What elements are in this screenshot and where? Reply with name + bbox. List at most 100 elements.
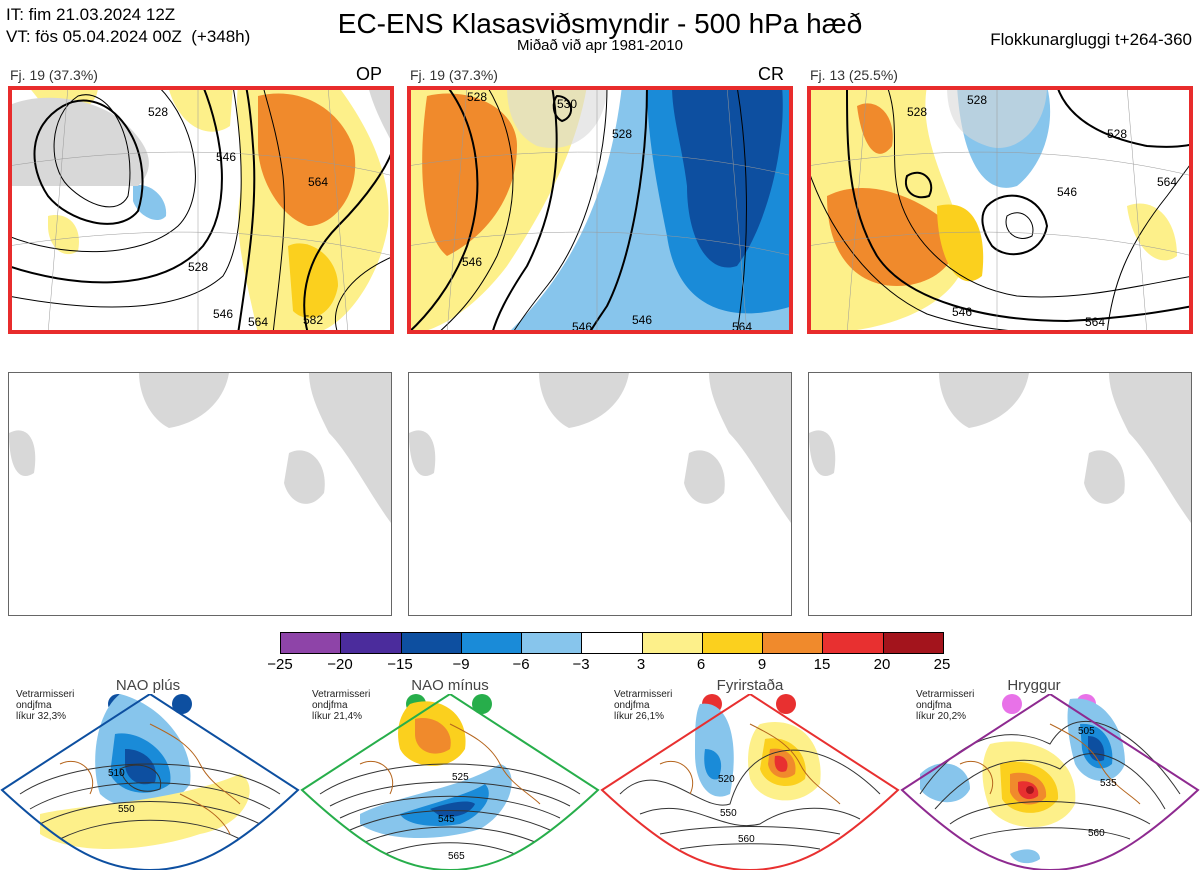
landmass xyxy=(309,373,391,523)
colorbar-swatch xyxy=(521,633,582,653)
regime-nao-plus[interactable]: NAO plús Vetrarmisseri ondjfma líkur 32,3%… xyxy=(0,676,300,871)
svg-text:550: 550 xyxy=(118,804,135,815)
contour-label: 546 xyxy=(952,305,972,319)
regime-probability-note: Vetrarmisseri ondjfma líkur 20,2% xyxy=(916,689,975,722)
regime-probability-note: Vetrarmisseri ondjfma líkur 21,4% xyxy=(312,689,371,722)
contour-label: 530 xyxy=(557,97,577,111)
regime-marker-dot xyxy=(776,694,796,714)
contour-label: 546 xyxy=(213,307,233,321)
contour-label: 528 xyxy=(907,105,927,119)
contour-label: 546 xyxy=(462,255,482,269)
svg-text:505: 505 xyxy=(1078,726,1095,737)
svg-text:550: 550 xyxy=(720,808,737,819)
svg-text:520: 520 xyxy=(718,774,735,785)
classification-window-label: Flokkunargluggi t+264-360 xyxy=(990,30,1192,49)
regime-marker-dot xyxy=(1002,694,1022,714)
regime-title: Fyrirstaða xyxy=(716,677,784,694)
svg-text:535: 535 xyxy=(1100,778,1117,789)
regime-blocking[interactable]: Fyrirstaða Vetrarmisseri ondjfma líkur 26,… xyxy=(600,676,900,871)
landmass xyxy=(709,373,791,523)
colorbar-tick: −15 xyxy=(387,656,413,673)
landmass xyxy=(939,373,1029,428)
colorbar-tick: −6 xyxy=(512,656,530,673)
landmass xyxy=(409,430,436,477)
colorbar-tick: 15 xyxy=(813,656,831,673)
contour-label: 564 xyxy=(1085,315,1105,329)
landmass xyxy=(539,373,629,428)
page-title: EC-ENS Klasasviðsmyndir - 500 hPa hæð xyxy=(337,8,863,39)
colorbar-swatch xyxy=(340,633,401,653)
contour-label: 528 xyxy=(148,105,168,119)
empty-map-1[interactable] xyxy=(8,372,392,616)
contour-label: 528 xyxy=(612,127,632,141)
regime-marker-dot xyxy=(172,694,192,714)
regime-probability-note: Vetrarmisseri ondjfma líkur 32,3% xyxy=(16,689,75,722)
contour-label: 528 xyxy=(1107,127,1127,141)
svg-text:510: 510 xyxy=(108,768,125,779)
colorbar xyxy=(280,632,944,654)
panel-1-tag: OP xyxy=(356,64,383,84)
anomaly-region xyxy=(422,93,517,256)
colorbar-tick: −9 xyxy=(452,656,470,673)
panel-1-label: Fj. 19 (37.3%) xyxy=(10,67,98,83)
regime-title: NAO plús xyxy=(115,677,181,694)
empty-map-2[interactable] xyxy=(408,372,792,616)
contour-label: 582 xyxy=(303,313,323,327)
init-time-label: IT: fim 21.03.2024 12Z VT: fös 05.04.2024… xyxy=(6,5,251,46)
anomaly-region xyxy=(672,86,783,268)
contour-label: 546 xyxy=(1057,185,1077,199)
contour-label: 528 xyxy=(188,260,208,274)
colorbar-swatch xyxy=(281,633,341,653)
panel-3-label: Fj. 13 (25.5%) xyxy=(810,67,898,83)
contour-label: 564 xyxy=(308,175,328,189)
landmass xyxy=(368,86,394,146)
regime-probability-note: Vetrarmisseri ondjfma líkur 26,1% xyxy=(614,689,673,722)
colorbar-tick: 3 xyxy=(636,656,646,673)
colorbar-swatch xyxy=(400,633,461,653)
cluster-map-1[interactable]: 528 546 564 528 546 564 582 xyxy=(8,86,394,334)
svg-text:565: 565 xyxy=(448,851,465,862)
colorbar-swatch xyxy=(460,633,522,653)
colorbar-swatch xyxy=(701,633,763,653)
colorbar-tick: 9 xyxy=(757,656,767,673)
regime-ridge[interactable]: Hryggur Vetrarmisseri ondjfma líkur 20,2% … xyxy=(900,676,1200,871)
anomaly-region xyxy=(168,86,233,132)
svg-text:560: 560 xyxy=(738,834,755,845)
landmass xyxy=(284,450,325,504)
colorbar-tick: 6 xyxy=(696,656,706,673)
contour-label: 564 xyxy=(1157,175,1177,189)
empty-map-3[interactable] xyxy=(808,372,1192,616)
landmass xyxy=(8,97,149,186)
landmass xyxy=(139,373,229,428)
colorbar-tick: 20 xyxy=(873,656,891,673)
contour-label: 528 xyxy=(967,93,987,107)
colorbar-tick: −25 xyxy=(267,656,293,673)
colorbar-tick: −20 xyxy=(327,656,353,673)
panel-2-label: Fj. 19 (37.3%) xyxy=(410,67,498,83)
colorbar-swatch xyxy=(822,633,883,653)
landmass xyxy=(1084,450,1125,504)
contour-label: 564 xyxy=(248,315,268,329)
svg-text:560: 560 xyxy=(1088,828,1105,839)
colorbar-tick: −3 xyxy=(572,656,590,673)
cluster-map-3[interactable]: 528 528 528 546 546 564 564 xyxy=(807,86,1193,334)
colorbar-swatch xyxy=(882,633,943,653)
svg-text:525: 525 xyxy=(452,772,469,783)
colorbar-swatch xyxy=(762,633,823,653)
anomaly-region xyxy=(48,215,79,255)
landmass xyxy=(684,450,725,504)
landmass xyxy=(809,430,836,477)
anomaly-region xyxy=(937,204,984,282)
landmass xyxy=(1109,373,1191,523)
cluster-map-2[interactable]: 528 530 528 546 546 546 564 xyxy=(407,86,793,334)
colorbar-swatch xyxy=(641,633,702,653)
anomaly-region xyxy=(857,103,893,154)
contour-label: 528 xyxy=(467,90,487,104)
anomaly-region xyxy=(1127,203,1177,261)
svg-text:545: 545 xyxy=(438,814,455,825)
landmass xyxy=(9,430,36,477)
colorbar-swatch xyxy=(581,633,642,653)
regime-marker-dot xyxy=(472,694,492,714)
page-subtitle: Miðað við apr 1981-2010 xyxy=(517,37,683,54)
regime-nao-minus[interactable]: NAO mínus Vetrarmisseri ondjfma líkur 21,4… xyxy=(300,676,600,871)
